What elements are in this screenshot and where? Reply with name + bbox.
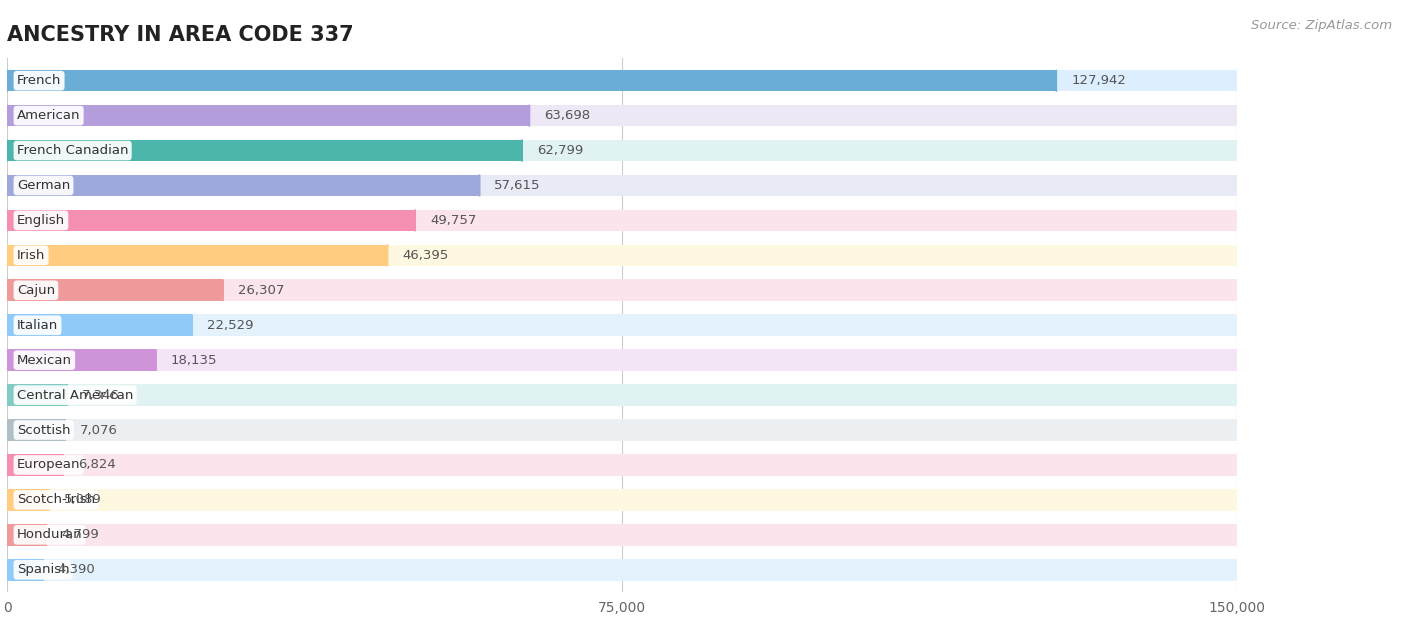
Bar [7, 314, 191, 336]
Bar [7, 419, 1237, 441]
Bar [7, 349, 1237, 371]
Bar [7, 105, 1237, 126]
Text: 63,698: 63,698 [544, 109, 591, 122]
Text: 7,076: 7,076 [80, 424, 118, 437]
Bar [7, 175, 1237, 196]
Bar [7, 349, 156, 371]
Text: 49,757: 49,757 [430, 214, 477, 227]
Bar [7, 524, 1237, 545]
Bar [7, 384, 67, 406]
Text: German: German [17, 179, 70, 192]
Text: English: English [17, 214, 65, 227]
Text: 4,799: 4,799 [60, 528, 98, 542]
Bar [7, 454, 1237, 476]
Bar [7, 70, 1237, 91]
Bar [7, 209, 1237, 231]
Bar [7, 70, 1056, 91]
Bar [7, 559, 1237, 581]
Text: Source: ZipAtlas.com: Source: ZipAtlas.com [1251, 19, 1392, 32]
Bar [7, 489, 1237, 511]
Bar [7, 279, 222, 301]
Text: Scottish: Scottish [17, 424, 70, 437]
Text: Scotch-Irish: Scotch-Irish [17, 493, 96, 506]
Text: 26,307: 26,307 [238, 284, 284, 297]
Text: Central American: Central American [17, 388, 134, 402]
Text: ANCESTRY IN AREA CODE 337: ANCESTRY IN AREA CODE 337 [7, 25, 354, 45]
Text: 4,390: 4,390 [58, 564, 96, 576]
Text: Spanish: Spanish [17, 564, 69, 576]
Bar [7, 245, 1237, 266]
Text: Honduran: Honduran [17, 528, 83, 542]
Bar [7, 559, 44, 581]
Text: French Canadian: French Canadian [17, 144, 128, 157]
Text: 127,942: 127,942 [1071, 74, 1126, 87]
Bar [7, 209, 415, 231]
Text: Italian: Italian [17, 319, 58, 332]
Bar [7, 140, 1237, 162]
Bar [7, 175, 479, 196]
Bar [7, 489, 49, 511]
Bar [7, 105, 530, 126]
Text: 7,346: 7,346 [82, 388, 120, 402]
Text: 6,824: 6,824 [77, 459, 115, 471]
Bar [7, 245, 388, 266]
Text: Irish: Irish [17, 249, 45, 262]
Bar [7, 140, 522, 162]
Bar [7, 524, 46, 545]
Text: 57,615: 57,615 [495, 179, 541, 192]
Text: Cajun: Cajun [17, 284, 55, 297]
Text: American: American [17, 109, 80, 122]
Text: Mexican: Mexican [17, 354, 72, 366]
Text: 22,529: 22,529 [207, 319, 253, 332]
Bar [7, 454, 63, 476]
Text: 62,799: 62,799 [537, 144, 583, 157]
Bar [7, 419, 65, 441]
Text: European: European [17, 459, 80, 471]
Bar [7, 384, 1237, 406]
Bar [7, 314, 1237, 336]
Text: 46,395: 46,395 [402, 249, 449, 262]
Bar [7, 279, 1237, 301]
Text: French: French [17, 74, 62, 87]
Text: 18,135: 18,135 [170, 354, 217, 366]
Text: 5,089: 5,089 [63, 493, 101, 506]
